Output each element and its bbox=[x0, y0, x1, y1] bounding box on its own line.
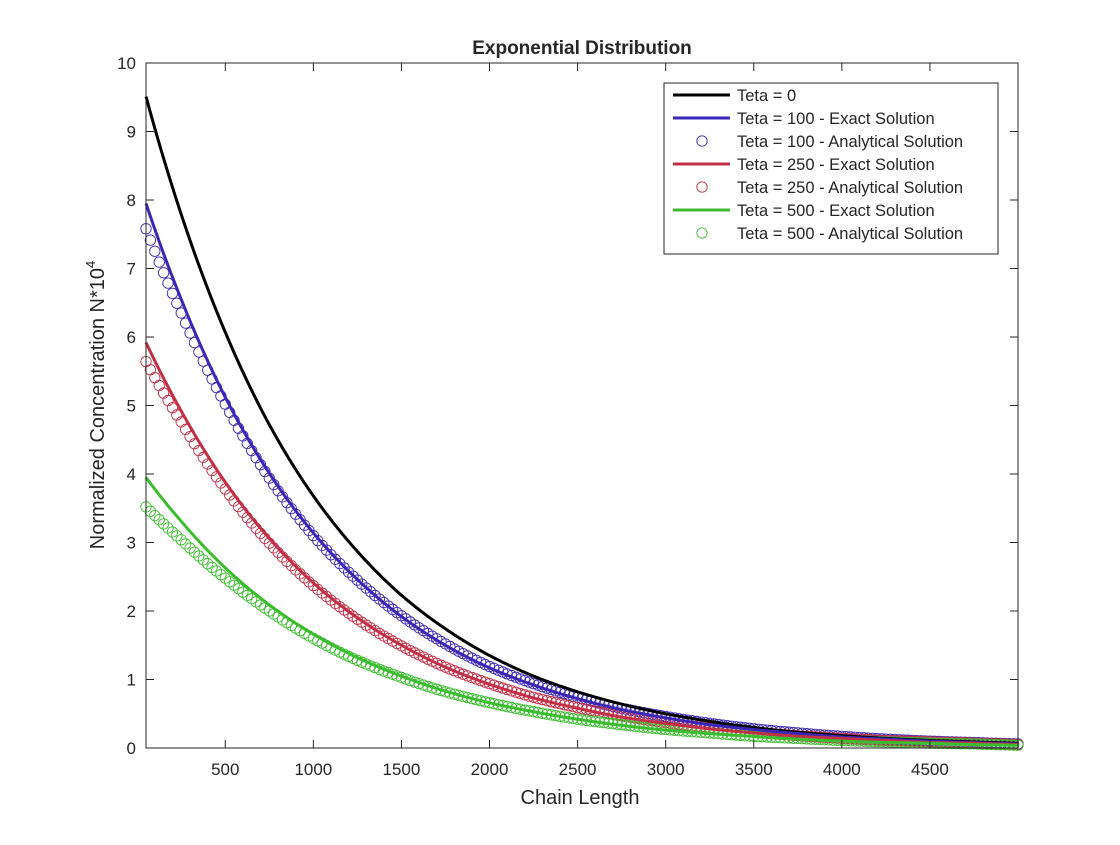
legend-label: Teta = 100 - Exact Solution bbox=[737, 110, 935, 128]
y-tick-label: 9 bbox=[127, 123, 136, 142]
legend-entry: Teta = 250 - Exact Solution bbox=[673, 156, 935, 174]
legend-marker-swatch bbox=[696, 227, 708, 239]
series-6-marker bbox=[175, 534, 187, 546]
series-6-marker bbox=[166, 526, 179, 538]
series-2-marker bbox=[369, 589, 381, 602]
series-6-marker bbox=[162, 522, 174, 534]
series-6-marker bbox=[153, 514, 165, 526]
legend-marker-swatch bbox=[696, 135, 708, 147]
legend-entry: Teta = 100 - Analytical Solution bbox=[696, 133, 963, 151]
series-2-marker bbox=[157, 267, 170, 279]
x-tick-label: 2500 bbox=[559, 760, 597, 779]
legend-entry: Teta = 100 - Exact Solution bbox=[673, 110, 935, 128]
series-2-marker bbox=[153, 256, 165, 268]
series-6-marker bbox=[210, 565, 223, 577]
series-3 bbox=[144, 341, 1019, 747]
x-tick-label: 500 bbox=[211, 760, 239, 779]
series-6-marker bbox=[179, 538, 192, 550]
x-tick-label: 3000 bbox=[647, 760, 685, 779]
series-6-marker bbox=[157, 518, 170, 530]
legend-label: Teta = 100 - Analytical Solution bbox=[737, 133, 963, 151]
series-6-marker bbox=[197, 554, 209, 566]
series-2-marker bbox=[325, 549, 337, 561]
series-6-marker bbox=[202, 558, 214, 570]
series-2-marker bbox=[144, 234, 157, 246]
series-6-marker bbox=[188, 546, 201, 558]
x-tick-label: 2000 bbox=[471, 760, 509, 779]
series-6-marker bbox=[193, 550, 205, 562]
legend-label: Teta = 250 - Analytical Solution bbox=[737, 179, 963, 197]
series-6-marker bbox=[215, 568, 227, 581]
legend-label: Teta = 500 - Analytical Solution bbox=[737, 225, 963, 243]
legend-box bbox=[663, 82, 999, 255]
legend-marker-swatch bbox=[696, 181, 708, 193]
series-6-marker bbox=[206, 561, 218, 574]
series-6-marker bbox=[144, 505, 157, 517]
x-tick-label: 4500 bbox=[911, 760, 949, 779]
series-2-marker bbox=[334, 557, 346, 570]
series-2-marker bbox=[364, 586, 377, 598]
series-6-marker bbox=[184, 542, 196, 554]
series-4-marker bbox=[325, 594, 337, 606]
y-tick-label: 5 bbox=[127, 397, 136, 416]
series-2-marker bbox=[351, 574, 364, 586]
series-2-marker bbox=[338, 562, 350, 574]
series-2-marker bbox=[356, 578, 368, 590]
legend-entry: Teta = 500 - Analytical Solution bbox=[696, 225, 963, 243]
y-tick-label: 8 bbox=[127, 191, 136, 210]
y-tick-label: 2 bbox=[127, 602, 136, 621]
series-2-marker bbox=[373, 593, 386, 605]
series-6-marker bbox=[219, 572, 231, 584]
y-axis-label-main: Normalized Concentration N*10 bbox=[87, 268, 109, 549]
x-tick-label: 1000 bbox=[294, 760, 332, 779]
y-tick-label: 0 bbox=[127, 739, 136, 758]
series-2-marker bbox=[347, 570, 359, 582]
legend-label: Teta = 500 - Exact Solution bbox=[737, 202, 935, 220]
data-layer bbox=[140, 96, 1024, 751]
y-axis-label: Normalized Concentration N*104 bbox=[83, 261, 109, 549]
series-2-marker bbox=[320, 544, 333, 556]
y-tick-label: 7 bbox=[127, 260, 136, 279]
series-5-line bbox=[144, 476, 1019, 747]
y-tick-label: 6 bbox=[127, 328, 136, 347]
x-tick-label: 3500 bbox=[735, 760, 773, 779]
y-tick-label: 3 bbox=[127, 534, 136, 553]
series-2-marker bbox=[342, 566, 355, 578]
series-3-line bbox=[144, 341, 1019, 747]
y-tick-label: 4 bbox=[127, 465, 136, 484]
legend-label: Teta = 250 - Exact Solution bbox=[737, 156, 935, 174]
ticks-layer: 500 1000 1500 2000 2500 3000 3500 4000 4500 0 1 2 3 4… bbox=[117, 54, 1018, 779]
legend-label: Teta = 0 bbox=[737, 87, 796, 105]
series-2-marker bbox=[329, 553, 342, 565]
y-axis-label-exponent: 4 bbox=[83, 261, 98, 268]
legend: Teta = 0 Teta = 100 - Exact Solution Teta … bbox=[663, 82, 999, 255]
series-6-marker bbox=[228, 579, 240, 591]
chart-title: Exponential Distribution bbox=[472, 38, 692, 59]
legend-entry: Teta = 500 - Exact Solution bbox=[673, 202, 935, 220]
x-tick-label: 4000 bbox=[823, 760, 861, 779]
x-tick-label: 1500 bbox=[383, 760, 421, 779]
y-tick-label: 10 bbox=[117, 54, 136, 73]
series-6-marker bbox=[171, 530, 183, 542]
series-4-marker bbox=[320, 590, 333, 603]
series-2-marker bbox=[149, 245, 161, 257]
legend-entry: Teta = 250 - Analytical Solution bbox=[696, 179, 963, 197]
series-6-marker bbox=[149, 509, 161, 522]
series-2-marker bbox=[360, 582, 372, 594]
y-tick-label: 1 bbox=[127, 671, 136, 690]
x-axis-label: Chain Length bbox=[521, 787, 640, 809]
series-5 bbox=[144, 476, 1019, 747]
series-2-marker bbox=[378, 596, 390, 609]
legend-entry: Teta = 0 bbox=[673, 87, 796, 105]
series-6-marker bbox=[224, 576, 236, 588]
